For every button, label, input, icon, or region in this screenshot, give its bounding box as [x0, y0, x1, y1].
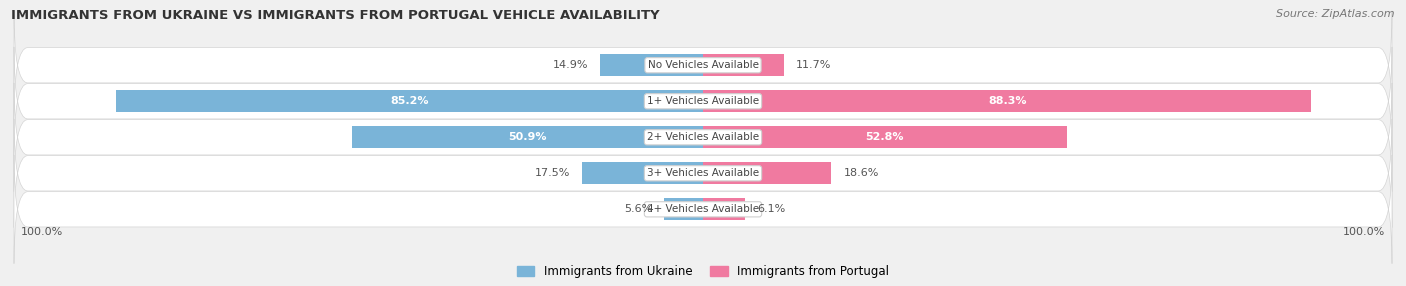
Text: 17.5%: 17.5%	[534, 168, 569, 178]
Text: 5.6%: 5.6%	[624, 204, 652, 214]
Bar	[703, 54, 783, 76]
Text: 50.9%: 50.9%	[509, 132, 547, 142]
Text: No Vehicles Available: No Vehicles Available	[648, 60, 758, 70]
Text: 11.7%: 11.7%	[796, 60, 831, 70]
Bar	[353, 126, 703, 148]
FancyBboxPatch shape	[14, 11, 1392, 120]
Text: 4+ Vehicles Available: 4+ Vehicles Available	[647, 204, 759, 214]
FancyBboxPatch shape	[14, 83, 1392, 192]
Text: 88.3%: 88.3%	[988, 96, 1026, 106]
Bar	[703, 162, 831, 184]
Bar	[582, 162, 703, 184]
Text: IMMIGRANTS FROM UKRAINE VS IMMIGRANTS FROM PORTUGAL VEHICLE AVAILABILITY: IMMIGRANTS FROM UKRAINE VS IMMIGRANTS FR…	[11, 9, 659, 21]
FancyBboxPatch shape	[14, 119, 1392, 228]
FancyBboxPatch shape	[14, 155, 1392, 264]
Text: 1+ Vehicles Available: 1+ Vehicles Available	[647, 96, 759, 106]
Legend: Immigrants from Ukraine, Immigrants from Portugal: Immigrants from Ukraine, Immigrants from…	[512, 261, 894, 283]
Text: 52.8%: 52.8%	[866, 132, 904, 142]
Text: 100.0%: 100.0%	[21, 227, 63, 237]
Text: 100.0%: 100.0%	[1343, 227, 1385, 237]
Bar	[703, 126, 1067, 148]
FancyBboxPatch shape	[14, 47, 1392, 156]
Text: 18.6%: 18.6%	[844, 168, 879, 178]
Text: 6.1%: 6.1%	[758, 204, 786, 214]
Bar	[703, 90, 1312, 112]
Bar	[600, 54, 703, 76]
Text: Source: ZipAtlas.com: Source: ZipAtlas.com	[1277, 9, 1395, 19]
Text: 14.9%: 14.9%	[553, 60, 588, 70]
Bar	[703, 198, 745, 221]
Bar	[665, 198, 703, 221]
Text: 85.2%: 85.2%	[391, 96, 429, 106]
Text: 2+ Vehicles Available: 2+ Vehicles Available	[647, 132, 759, 142]
Bar	[117, 90, 703, 112]
Text: 3+ Vehicles Available: 3+ Vehicles Available	[647, 168, 759, 178]
